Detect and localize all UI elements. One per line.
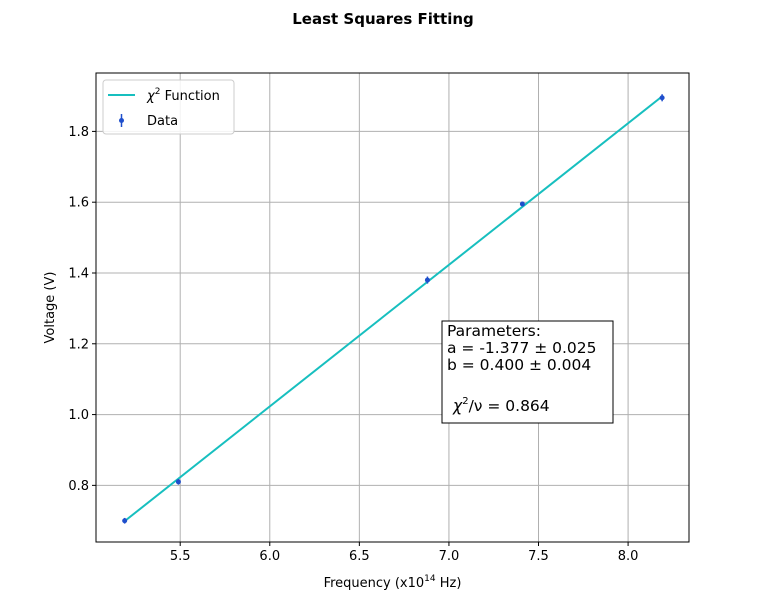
x-axis-label: Frequency (x1014 Hz) [324, 574, 462, 591]
data-point [519, 201, 525, 207]
annotation-param-b: b = 0.400 ± 0.004 [447, 356, 591, 374]
legend-label-data: Data [147, 114, 178, 129]
chart-title: Least Squares Fitting [292, 10, 474, 28]
legend-marker-swatch [119, 118, 124, 123]
annotation-heading: Parameters: [447, 322, 541, 340]
x-tick-label: 7.5 [528, 549, 549, 564]
annotation-param-a: a = -1.377 ± 0.025 [447, 339, 597, 357]
y-tick-label: 1.0 [68, 408, 89, 423]
x-tick-label: 7.0 [439, 549, 460, 564]
x-tick-label: 6.0 [259, 549, 280, 564]
axis-ticks: 5.5 6.0 6.5 7.0 7.5 8.0 0.8 1.0 1.2 1.4 1.6 1.8 [68, 125, 638, 564]
data-point [122, 518, 128, 524]
data-point [424, 277, 430, 283]
plot-series [122, 94, 665, 524]
y-tick-label: 0.8 [68, 479, 89, 494]
y-tick-label: 1.4 [68, 266, 89, 281]
legend-label-fit: χ2 Function [146, 87, 220, 104]
data-point [175, 479, 181, 485]
annotation-box [441, 320, 614, 424]
plot-frame [95, 72, 690, 543]
legend-box [102, 79, 235, 135]
x-tick-label: 5.5 [170, 549, 191, 564]
legend: χ2 Function Data [102, 79, 235, 135]
grid [96, 73, 689, 542]
annotation-chi-squared: χ2/ν = 0.864 [452, 396, 550, 415]
y-tick-label: 1.2 [68, 337, 89, 352]
data-point [659, 95, 665, 101]
y-tick-label: 1.8 [68, 125, 89, 140]
y-tick-label: 1.6 [68, 196, 89, 211]
parameters-annotation: Parameters: a = -1.377 ± 0.025 b = 0.400… [441, 320, 614, 424]
y-axis-label: Voltage (V) [43, 272, 58, 344]
x-tick-label: 6.5 [349, 549, 370, 564]
x-tick-label: 8.0 [618, 549, 639, 564]
fit-line [124, 95, 663, 522]
